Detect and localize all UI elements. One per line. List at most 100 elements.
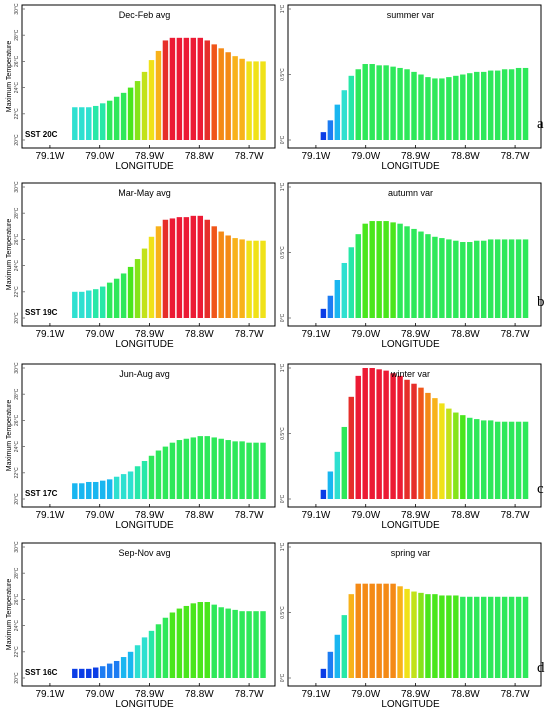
dec-feb-avg-bar: [204, 40, 210, 140]
sep-nov-avg-bar: [148, 630, 155, 678]
jun-aug-avg-bar: [106, 479, 113, 499]
mar-may-avg-bar: [225, 235, 231, 318]
sep-nov-avg-bar: [260, 611, 266, 678]
jun-aug-avg-bar: [190, 437, 197, 499]
sep-nov-avg-bar: [169, 612, 176, 678]
sep-nov-avg-y-axis-label: Maximum Temperature: [6, 579, 13, 651]
dec-feb-avg-bar: [253, 61, 259, 140]
mar-may-avg-x-tick-label: 78.8W: [185, 329, 214, 340]
dec-feb-avg-y-tick-label: 20°C: [14, 134, 20, 146]
spring-var-bar: [383, 583, 389, 678]
sep-nov-avg-bar: [113, 660, 120, 678]
jun-aug-avg-bar: [120, 474, 127, 499]
jun-aug-avg-x-tick-label: 78.7W: [235, 510, 264, 521]
dec-feb-avg-x-tick-label: 78.8W: [185, 151, 214, 162]
dec-feb-avg-bar: [260, 61, 266, 140]
mar-may-avg-x-tick-label: 78.9W: [135, 329, 164, 340]
jun-aug-avg-bar: [211, 437, 217, 499]
mar-may-avg-y-tick-label: 20°C: [14, 312, 20, 324]
summer-var-x-tick-label: 78.9W: [401, 151, 430, 162]
dec-feb-avg-bar: [162, 40, 169, 140]
summer-var-bar: [404, 69, 410, 140]
summer-var-bar: [425, 77, 431, 140]
dec-feb-avg-bar: [79, 107, 85, 140]
winter-var-bar: [383, 370, 389, 499]
winter-var-x-tick-label: 78.9W: [401, 510, 430, 521]
summer-var-bar: [453, 75, 459, 140]
summer-var-bar: [348, 75, 354, 140]
mar-may-avg-x-tick-label: 79.0W: [85, 329, 114, 340]
summer-var-bar: [515, 67, 522, 140]
spring-var-bar: [418, 592, 424, 678]
mar-may-avg-bar: [211, 226, 217, 318]
summer-var-bar: [355, 69, 361, 140]
winter-var-y-tick-label: 1°C: [280, 363, 286, 372]
winter-var-bar: [334, 451, 341, 499]
panel-letter-c: c: [537, 481, 544, 497]
summer-var-bar: [467, 73, 473, 140]
winter-var-bar: [341, 426, 348, 499]
sep-nov-avg-x-tick-label: 79.0W: [85, 689, 114, 700]
mar-may-avg-bar: [141, 248, 148, 318]
sep-nov-avg-bar: [134, 645, 141, 678]
jun-aug-avg-x-tick-label: 78.9W: [135, 510, 164, 521]
jun-aug-avg-bar: [155, 450, 162, 499]
dec-feb-avg-sst-label: SST 20C: [25, 130, 58, 139]
autumn-var-x-axis-label: LONGITUDE: [381, 339, 440, 350]
spring-var-bar: [460, 596, 466, 678]
dec-feb-avg-x-tick-label: 78.9W: [135, 151, 164, 162]
sep-nov-avg-bar: [204, 602, 210, 678]
sep-nov-avg-y-tick-label: 30°C: [14, 541, 20, 553]
winter-var-bar: [397, 375, 403, 499]
sep-nov-avg-x-tick-label: 78.7W: [235, 689, 264, 700]
sep-nov-avg-bar: [225, 608, 231, 678]
mar-may-avg-bar: [218, 231, 224, 318]
dec-feb-avg-y-axis-label: Maximum Temperature: [6, 41, 13, 113]
mar-may-avg-x-tick-label: 79.1W: [35, 329, 64, 340]
summer-var-bar: [320, 132, 327, 140]
mar-may-avg-bar: [190, 215, 197, 318]
spring-var-bar: [515, 596, 522, 678]
spring-var-x-tick-label: 79.1W: [301, 689, 330, 700]
dec-feb-avg-bar: [72, 107, 78, 140]
dec-feb-avg-bar: [197, 37, 204, 140]
mar-may-avg-y-tick-label: 22°C: [14, 286, 20, 298]
spring-var-bar: [390, 583, 396, 678]
mar-may-avg-bar: [106, 282, 113, 318]
spring-var-bar: [376, 583, 382, 678]
autumn-var-bar: [425, 234, 431, 318]
jun-aug-avg-bar: [204, 436, 210, 499]
spring-var-bar: [348, 594, 354, 678]
autumn-var-title: autumn var: [388, 188, 433, 198]
dec-feb-avg-bar: [155, 50, 162, 140]
sep-nov-avg-bar: [127, 651, 134, 678]
spring-var-y-tick-label: 0°C: [280, 673, 286, 682]
autumn-var-bar: [460, 242, 466, 318]
spring-var-bar: [362, 583, 368, 678]
autumn-var-bar: [355, 234, 361, 318]
dec-feb-avg-bar: [127, 87, 134, 140]
jun-aug-avg-y-tick-label: 20°C: [14, 493, 20, 505]
winter-var-bar: [404, 379, 410, 499]
autumn-var-bar: [411, 228, 417, 318]
jun-aug-avg-bar: [93, 481, 99, 499]
sep-nov-avg-bar: [162, 617, 169, 678]
jun-aug-avg-title: Jun-Aug avg: [119, 369, 170, 379]
spring-var-bar: [487, 596, 494, 678]
mar-may-avg-y-tick-label: 30°C: [14, 181, 20, 193]
jun-aug-avg-bar: [260, 442, 266, 499]
spring-var-x-axis-label: LONGITUDE: [381, 699, 440, 710]
winter-var-bar: [320, 489, 327, 499]
winter-var-y-tick-label: 0.5°C: [280, 427, 286, 440]
jun-aug-avg-bar: [239, 441, 245, 499]
summer-var-bar: [369, 64, 375, 140]
jun-aug-avg-sst-label: SST 17C: [25, 489, 58, 498]
summer-var-bar: [474, 71, 480, 140]
winter-var-x-tick-label: 78.8W: [451, 510, 480, 521]
autumn-var-bar: [376, 221, 382, 318]
autumn-var-bar: [320, 308, 327, 318]
sep-nov-avg-bar: [197, 602, 204, 678]
jun-aug-avg-bar: [99, 480, 106, 499]
sep-nov-avg-bar: [246, 611, 252, 678]
